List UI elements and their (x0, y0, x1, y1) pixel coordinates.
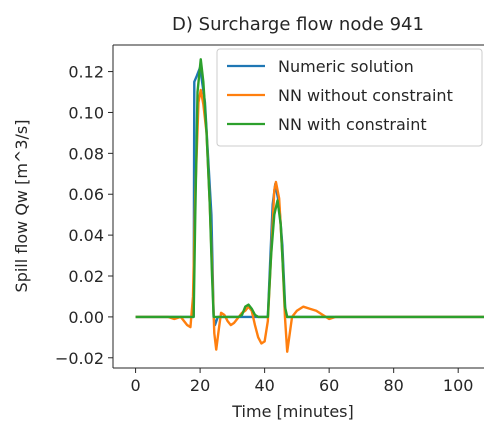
y-axis-ticks: −0.02 0.00 0.02 0.04 0.06 0.08 0.10 0.12 (55, 63, 113, 368)
y-tick-label: 0.04 (68, 226, 104, 245)
y-tick-label: 0.12 (68, 63, 104, 82)
series-layer (135, 58, 484, 353)
y-tick-label: 0.08 (68, 144, 104, 163)
x-axis-ticks: 0 20 40 60 80 100 (130, 368, 473, 395)
axes (112, 44, 484, 369)
y-tick-label: 0.00 (68, 308, 104, 327)
legend-label-nn-without: NN without constraint (278, 86, 453, 105)
legend-frame (216, 48, 483, 147)
y-tick-label: 0.02 (68, 267, 104, 286)
y-tick-label: 0.06 (68, 185, 104, 204)
x-tick-label: 80 (383, 376, 403, 395)
legend: Numeric solution NN without constraint N… (216, 48, 483, 147)
x-tick-label: 0 (130, 376, 140, 395)
x-tick-label: 60 (319, 376, 339, 395)
y-tick-label: 0.10 (68, 103, 104, 122)
x-tick-label: 100 (443, 376, 474, 395)
y-axis-label: Spill flow Qw [m^3/s] (12, 120, 31, 293)
x-tick-label: 40 (254, 376, 274, 395)
x-axis-label: Time [minutes] (231, 402, 354, 421)
series-line-2 (135, 58, 484, 319)
legend-label-numeric: Numeric solution (278, 57, 414, 76)
legend-label-nn-with: NN with constraint (278, 115, 427, 134)
chart-title: D) Surcharge flow node 941 (172, 14, 424, 35)
x-tick-label: 20 (190, 376, 210, 395)
y-tick-label: −0.02 (55, 349, 104, 368)
